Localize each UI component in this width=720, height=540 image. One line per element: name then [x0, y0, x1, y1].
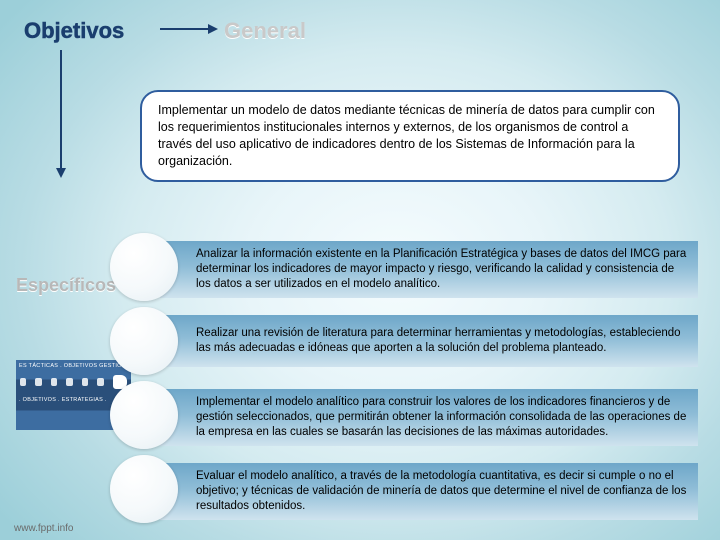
arrow-horizontal	[160, 28, 210, 30]
item-text: Implementar el modelo analítico para con…	[160, 389, 698, 446]
bullet-circle	[110, 381, 178, 449]
title-general: General	[224, 18, 306, 44]
item-text: Realizar una revisión de literatura para…	[160, 315, 698, 367]
title-objetivos: Objetivos	[24, 18, 124, 44]
general-objective-box: Implementar un modelo de datos mediante …	[140, 90, 680, 182]
list-item: Analizar la información existente en la …	[110, 235, 700, 299]
footer-url: www.fppt.info	[14, 523, 73, 534]
bullet-circle	[110, 307, 178, 375]
bullet-circle	[110, 233, 178, 301]
title-especificos: Específicos	[16, 275, 116, 296]
bullet-circle	[110, 455, 178, 523]
item-text: Evaluar el modelo analítico, a través de…	[160, 463, 698, 520]
list-item: Realizar una revisión de literatura para…	[110, 309, 700, 373]
specific-objectives-list: Analizar la información existente en la …	[110, 235, 700, 531]
arrow-vertical	[60, 50, 62, 170]
item-text: Analizar la información existente en la …	[160, 241, 698, 298]
list-item: Implementar el modelo analítico para con…	[110, 383, 700, 447]
thumb-top-text: ES TÁCTICAS . OBJETIVOS GESTIÓ	[16, 360, 131, 369]
list-item: Evaluar el modelo analítico, a través de…	[110, 457, 700, 521]
thumb-icons-row	[16, 369, 131, 395]
